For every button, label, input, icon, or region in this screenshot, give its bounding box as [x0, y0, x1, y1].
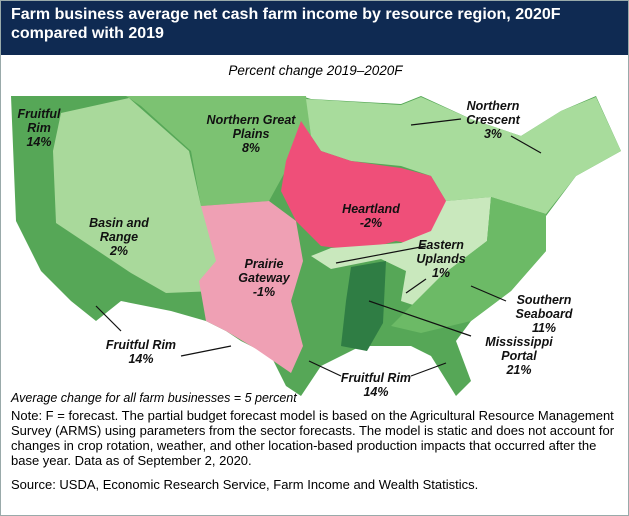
region-name: Northern Crescent	[466, 99, 520, 127]
region-basin-and-range	[53, 98, 231, 293]
region-name: Fruitful Rim	[105, 338, 177, 352]
leader-line	[410, 362, 447, 377]
region-label: Heartland -2%	[331, 202, 411, 230]
region-label: Southern Seaboard 11%	[506, 293, 582, 335]
region-label: Northern Great Plains 8%	[206, 113, 296, 155]
region-name: Heartland	[342, 202, 400, 216]
region-change: 8%	[241, 141, 261, 155]
region-change: 14%	[363, 385, 389, 399]
region-name: Northern Great Plains	[206, 113, 296, 141]
leader-line	[368, 300, 472, 337]
leader-line	[410, 118, 462, 126]
region-change: 11%	[531, 321, 557, 335]
region-change: 21%	[506, 363, 532, 377]
region-name: Basin and Range	[89, 216, 149, 244]
region-change: -1%	[252, 285, 276, 299]
region-change: 14%	[128, 352, 154, 366]
leader-lines	[95, 118, 542, 377]
region-change: 3%	[483, 127, 503, 141]
note: Note: F = forecast. The partial budget f…	[11, 408, 615, 468]
region-label: Northern Crescent 3%	[453, 99, 533, 141]
leader-line	[405, 278, 427, 294]
leader-line	[335, 245, 427, 264]
region-change: 2%	[109, 244, 129, 258]
region-change: 1%	[431, 266, 451, 280]
region-name: Mississippi Portal	[485, 335, 553, 363]
region-name: Fruitful Rim	[340, 371, 412, 385]
region-label: Eastern Uplands 1%	[411, 238, 471, 280]
region-eastern-uplands	[311, 197, 491, 306]
region-label: Prairie Gateway -1%	[229, 257, 299, 299]
region-name: Eastern Uplands	[416, 238, 466, 266]
leader-line	[308, 360, 342, 377]
leader-line	[510, 135, 542, 154]
region-label: Fruitful Rim 14%	[101, 338, 181, 366]
region-label: Mississippi Portal 21%	[481, 335, 557, 377]
region-heartland	[281, 121, 446, 251]
region-name: Prairie Gateway	[238, 257, 290, 285]
source: Source: USDA, Economic Research Service,…	[11, 477, 479, 492]
region-southern-seaboard	[391, 197, 546, 333]
leader-line	[180, 345, 232, 357]
region-mississippi-portal	[341, 261, 386, 351]
subtitle: Percent change 2019–2020F	[228, 63, 403, 78]
region-label: Fruitful Rim 14%	[336, 371, 416, 399]
region-name: Fruitful Rim	[17, 107, 61, 135]
region-change: -2%	[359, 216, 383, 230]
leader-line	[470, 285, 507, 302]
average-note: Average change for all farm businesses =…	[11, 391, 297, 405]
region-change: 14%	[26, 135, 52, 149]
region-northern-crescent	[306, 97, 621, 214]
region-label: Fruitful Rim 14%	[9, 107, 69, 149]
leader-line	[95, 305, 122, 332]
region-prairie-gateway	[199, 201, 303, 373]
title: Farm business average net cash farm inco…	[1, 1, 628, 55]
region-northern-great-plains	[126, 96, 311, 206]
region-label: Basin and Range 2%	[69, 216, 169, 258]
region-name: Southern Seaboard	[515, 293, 573, 321]
